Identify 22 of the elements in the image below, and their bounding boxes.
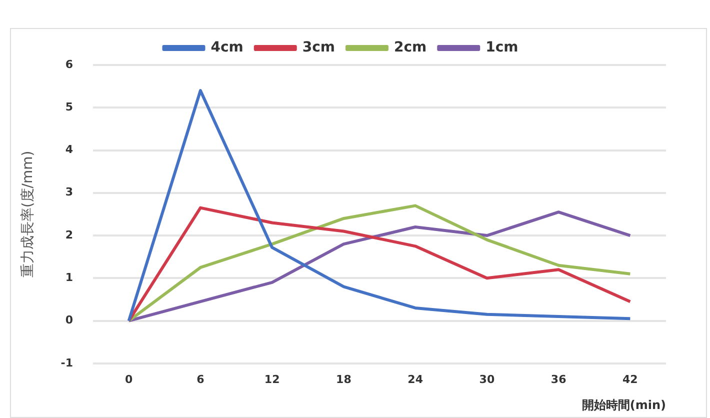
y-tick-label: 2 xyxy=(65,228,74,242)
y-axis-title: 重力成長率(度/mm) xyxy=(20,150,36,278)
x-tick-label: 12 xyxy=(264,372,280,386)
x-tick-label: 6 xyxy=(196,372,205,386)
x-tick-label: 0 xyxy=(125,372,133,386)
legend-label: 2cm xyxy=(394,40,427,56)
legend-label: 4cm xyxy=(210,40,244,56)
x-tick-label: 42 xyxy=(622,372,638,386)
y-tick-label: 4 xyxy=(65,143,74,156)
y-tick-label: 5 xyxy=(65,100,74,114)
y-tick-label: 0 xyxy=(65,314,74,327)
legend-label: 3cm xyxy=(302,40,336,56)
y-tick-label: 6 xyxy=(65,58,74,71)
y-tick-label: -1 xyxy=(60,356,74,370)
x-tick-label: 24 xyxy=(408,372,424,386)
y-tick-label: 3 xyxy=(65,186,74,199)
y-tick-label: 1 xyxy=(65,271,74,284)
legend-label: 1cm xyxy=(486,40,518,56)
x-tick-label: 18 xyxy=(336,372,352,386)
x-axis-title: 開始時間(min) xyxy=(582,398,666,412)
x-tick-label: 36 xyxy=(550,372,567,386)
x-tick-label: 30 xyxy=(479,372,495,386)
